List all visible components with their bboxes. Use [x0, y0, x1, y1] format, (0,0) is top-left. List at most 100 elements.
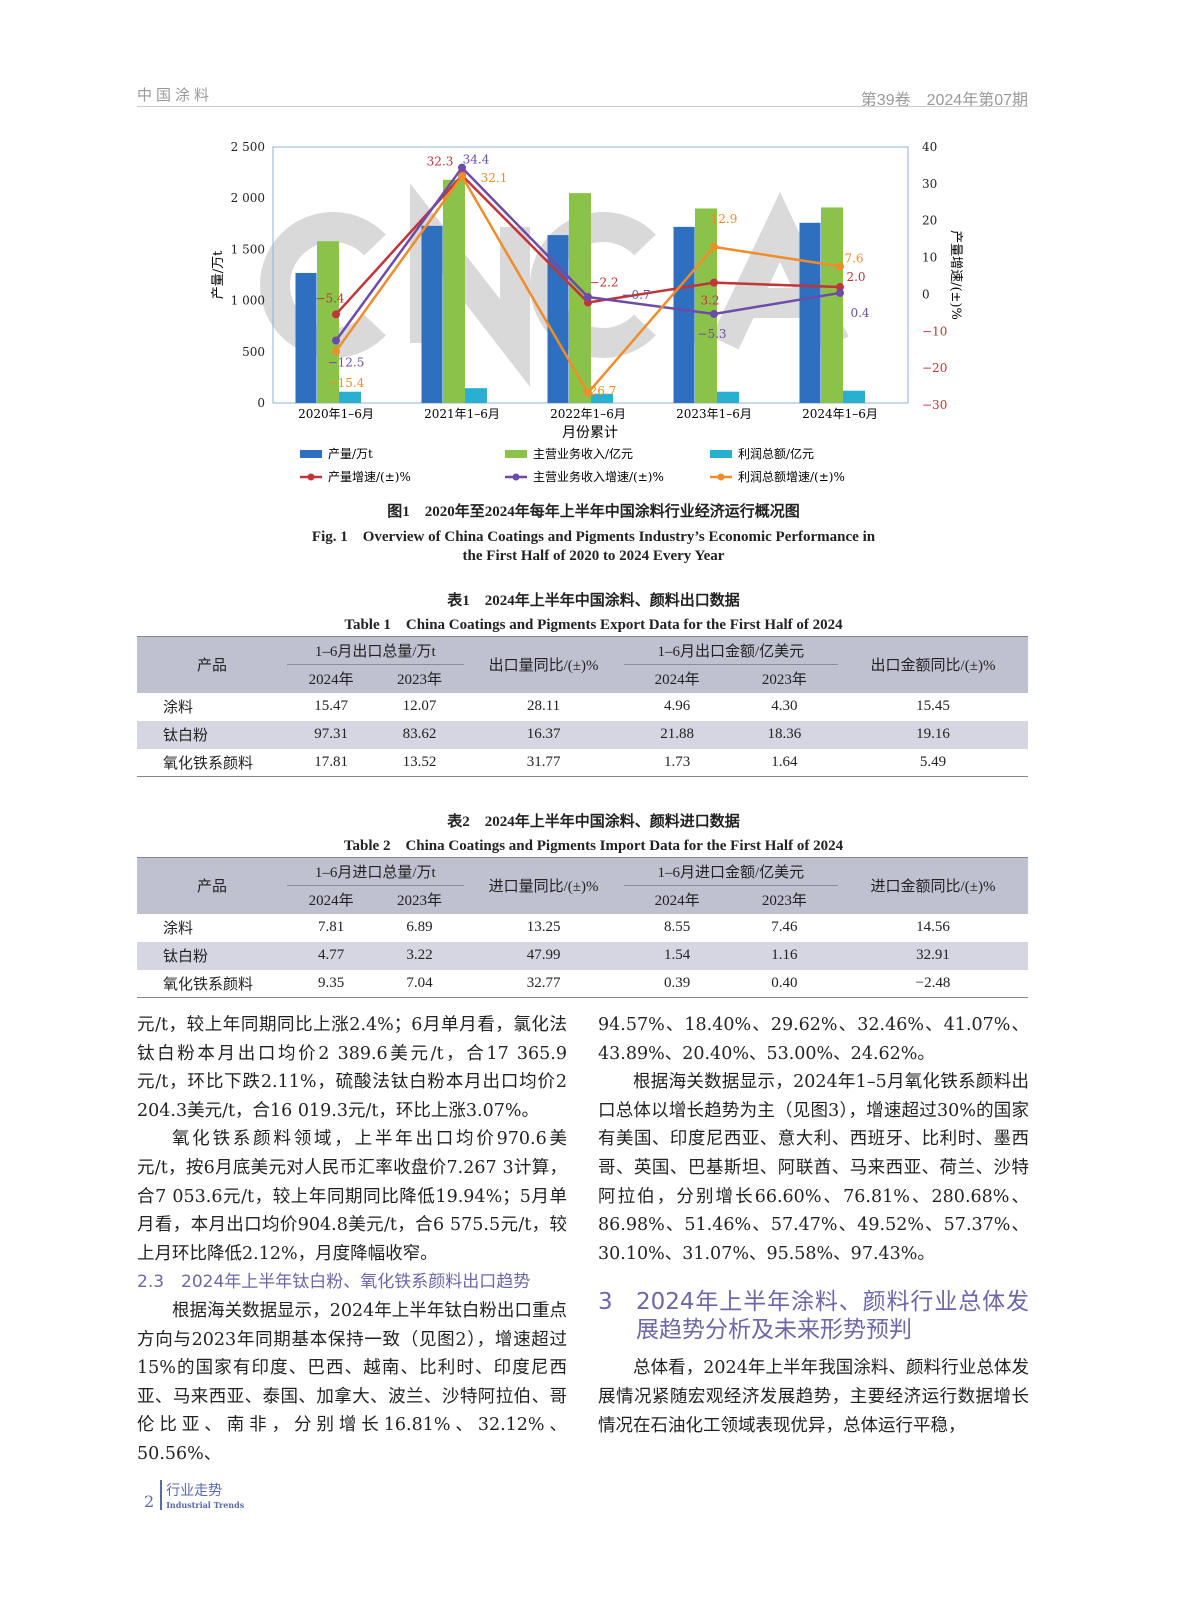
legend-swatch: [710, 450, 732, 458]
table-cell: 6.89: [406, 919, 433, 935]
col-header-volume: 1–6月进口总量/万t: [287, 857, 464, 886]
watermark-letter: [530, 212, 656, 358]
bar-2: [821, 207, 843, 403]
y-tick-label: 1 000: [231, 294, 265, 308]
paragraph: 总体看，2024年上半年我国涂料、颜料行业总体发展情况紧随宏观经济发展趋势，主要…: [598, 1358, 1029, 1436]
data-label: 0.4: [850, 306, 869, 320]
line-point: [710, 309, 718, 318]
right-column: 94.57%、18.40%、29.62%、32.46%、41.07%、43.89…: [598, 1011, 1029, 1440]
data-label: −2.2: [589, 276, 618, 290]
col-header-product: 产品: [137, 857, 287, 914]
table-cell: 涂料: [163, 921, 194, 937]
bar-2: [443, 179, 465, 403]
table-cell: 氧化铁系颜料: [137, 748, 287, 777]
x-tick-label: 2022年1–6月: [550, 407, 626, 421]
table-cell: 7.81: [318, 919, 345, 935]
y-right-tick-label: −30: [922, 398, 947, 412]
col-header-value-yoy: 出口金额同比/(±)%: [838, 636, 1028, 693]
table-cell: 1.54: [623, 941, 731, 970]
col-header-2024: 2024年: [623, 664, 731, 693]
table-cell: 1.73: [623, 748, 731, 777]
table-cell: 9.35: [287, 969, 376, 998]
col-header-2024: 2024年: [287, 885, 376, 914]
line-point: [710, 242, 718, 251]
legend-marker: [717, 473, 725, 481]
table-cell: 钛白粉: [137, 720, 287, 749]
y-right-tick-label: 40: [922, 140, 937, 154]
line-point: [332, 347, 340, 356]
table2-import-data: 产品 1–6月进口总量/万t 进口量同比/(±)% 1–6月进口金额/亿美元 进…: [137, 857, 1028, 998]
bar-3: [465, 388, 487, 403]
y-tick-label: 1 500: [231, 242, 265, 256]
col-header-product: 产品: [137, 636, 287, 693]
y-right-tick-label: 10: [922, 251, 937, 265]
x-tick-label: 2020年1–6月: [298, 407, 374, 421]
paragraph: 氧化铁系颜料领域，上半年出口均价970.6美元/t，按6月底美元对人民币汇率收盘…: [137, 1129, 567, 1264]
paragraph: 元/t，较上年同期同比上涨2.4%；6月单月看，氯化法钛白粉本月出口均价2 38…: [137, 1015, 567, 1121]
bar-1: [799, 222, 821, 403]
table-cell: 涂料: [163, 700, 194, 716]
bar-2: [695, 208, 717, 403]
data-label: −5.4: [315, 291, 345, 305]
bar-2: [569, 193, 591, 403]
data-label: 3.2: [700, 294, 719, 308]
table-row: 涂料 7.81 6.89 13.25 8.55 7.46 14.56: [137, 914, 1028, 942]
data-label: 2.0: [846, 270, 865, 284]
issue-info: 第39卷 2024年第07期: [860, 92, 1028, 109]
x-axis-label: 月份累计: [562, 425, 618, 441]
y-right-tick-label: 30: [922, 177, 937, 191]
y-right-axis-label: 产量增速/(±)%: [948, 230, 963, 320]
bar-3: [717, 391, 739, 403]
line-point: [458, 172, 466, 181]
table-cell: 14.56: [916, 919, 950, 935]
table-cell: 0.39: [623, 969, 731, 998]
table-cell: 32.91: [838, 941, 1028, 970]
table-cell: 1.64: [730, 748, 838, 777]
table2-caption-cn: 表2 2024年上半年中国涂料、颜料进口数据: [447, 814, 740, 830]
section-heading-2-3: 2.3 2024年上半年钛白粉、氧化铁系颜料出口趋势: [137, 1272, 531, 1293]
figure-caption-cn: 图1 2020年至2024年每年上半年中国涂料行业经济运行概况图: [387, 504, 800, 520]
y-axis-label: 产量/万t: [211, 250, 226, 299]
table1-export-data: 产品 1–6月出口总量/万t 出口量同比/(±)% 1–6月出口金额/亿美元 出…: [137, 636, 1028, 777]
y-right-tick-label: −20: [922, 361, 947, 375]
table-cell: 1.16: [730, 941, 838, 970]
line-point: [332, 336, 340, 345]
legend-marker: [512, 473, 520, 481]
col-header-volume-yoy: 出口量同比/(±)%: [463, 636, 624, 693]
table-cell: 8.55: [664, 919, 691, 935]
legend-swatch: [300, 450, 322, 458]
data-label: −15.4: [328, 376, 365, 390]
table-cell: 氧化铁系颜料: [137, 969, 287, 998]
table-cell: 19.16: [838, 720, 1028, 749]
section-number: 3: [598, 1289, 613, 1316]
figure-1-chart: 0 500 1 000 1 500 2 000 2 500 −30 −20 −10 0 10 20 30…: [211, 140, 963, 484]
table1-caption-cn: 表1 2024年上半年中国涂料、颜料出口数据: [447, 593, 740, 609]
figure-caption-en-2: the First Half of 2020 to 2024 Every Yea…: [462, 548, 725, 564]
table-cell: 31.77: [463, 748, 624, 777]
data-label: 32.1: [481, 171, 508, 185]
data-label: 7.6: [844, 251, 863, 265]
table-row: 钛白粉 4.77 3.22 47.99 1.54 1.16 32.91: [137, 941, 1028, 970]
line-point: [332, 310, 340, 319]
y-tick-label: 500: [242, 345, 265, 359]
table-cell: 47.99: [463, 941, 624, 970]
table-cell: 15.47: [314, 698, 349, 714]
bar-3: [591, 393, 613, 403]
x-tick-label: 2021年1–6月: [424, 407, 500, 421]
table-cell: 16.37: [463, 720, 624, 749]
line-point: [836, 283, 844, 292]
line-point: [836, 288, 844, 297]
col-header-volume-yoy: 进口量同比/(±)%: [463, 857, 624, 914]
bar-3: [843, 390, 865, 403]
journal-name: 中国涂料: [137, 86, 214, 104]
figure-caption-en-1: Fig. 1 Overview of China Coatings and Pi…: [311, 529, 876, 545]
table-cell: 13.25: [526, 919, 561, 935]
data-label: −26.7: [580, 384, 617, 398]
legend-label: 利润总额增速/(±)%: [738, 470, 845, 484]
footer-divider: [160, 1479, 163, 1510]
table-row: 钛白粉 97.31 83.62 16.37 21.88 18.36 19.16: [137, 720, 1028, 749]
table-cell: −2.48: [838, 969, 1028, 998]
table-cell: 钛白粉: [137, 941, 287, 970]
legend-marker: [307, 473, 315, 481]
data-label: 34.4: [463, 153, 490, 167]
